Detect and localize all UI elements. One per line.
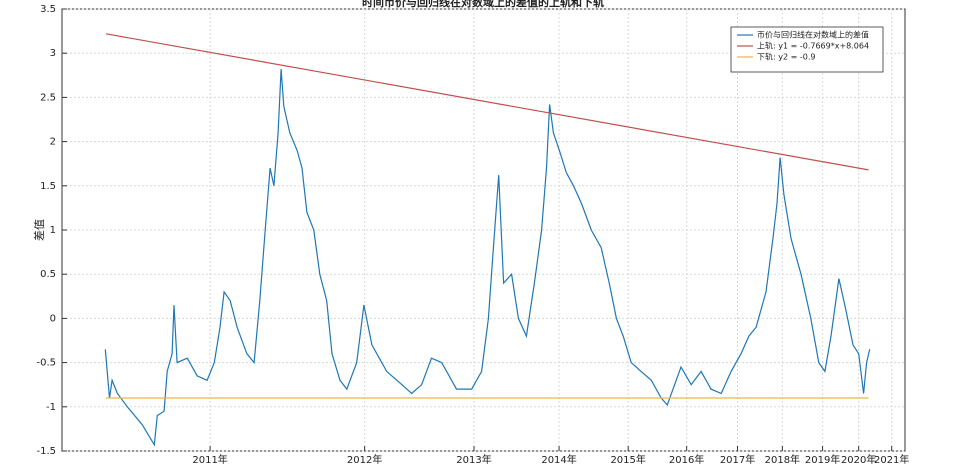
y-tick-label: -0.5 bbox=[36, 358, 56, 369]
legend-label: 下轨: y2 = -0.9 bbox=[757, 52, 815, 62]
series-line bbox=[105, 33, 869, 171]
x-tick-label: 2012年 bbox=[347, 453, 382, 464]
x-tick-label: 2015年 bbox=[610, 453, 645, 464]
y-tick-label: 2 bbox=[50, 137, 56, 148]
chart-title: 时间币价与回归线在对数域上的差值的上轨和下轨 bbox=[362, 0, 604, 9]
x-tick-label: 2017年 bbox=[720, 453, 755, 464]
y-tick-label: 3 bbox=[50, 48, 56, 59]
series-line bbox=[104, 69, 871, 447]
y-tick-label: -1 bbox=[46, 402, 56, 413]
x-tick-label: 2020年 bbox=[841, 453, 876, 464]
x-tick-label: 2011年 bbox=[192, 453, 227, 464]
y-tick-label: 3.5 bbox=[40, 4, 56, 15]
y-tick-label: -1.5 bbox=[36, 446, 56, 457]
legend-label: 币价与回归线在对数域上的差值 bbox=[757, 30, 869, 40]
y-tick-label: 1 bbox=[50, 225, 56, 236]
y-tick-label: 0 bbox=[50, 313, 56, 324]
legend-box bbox=[730, 26, 884, 73]
x-tick-label: 2016年 bbox=[669, 453, 704, 464]
x-tick-label: 2014年 bbox=[541, 453, 576, 464]
x-tick-label: 2018年 bbox=[765, 453, 800, 464]
x-tick-label: 2013年 bbox=[456, 453, 491, 464]
y-axis-label: 差值 bbox=[32, 219, 46, 241]
legend-label: 上轨: y1 = -0.7669*x+8.064 bbox=[757, 41, 869, 51]
y-tick-label: 2.5 bbox=[40, 92, 56, 103]
x-tick-label: 2019年 bbox=[805, 453, 840, 464]
y-tick-label: 1.5 bbox=[40, 181, 56, 192]
x-tick-label: 2021年 bbox=[874, 453, 909, 464]
y-tick-label: 0.5 bbox=[40, 269, 56, 280]
